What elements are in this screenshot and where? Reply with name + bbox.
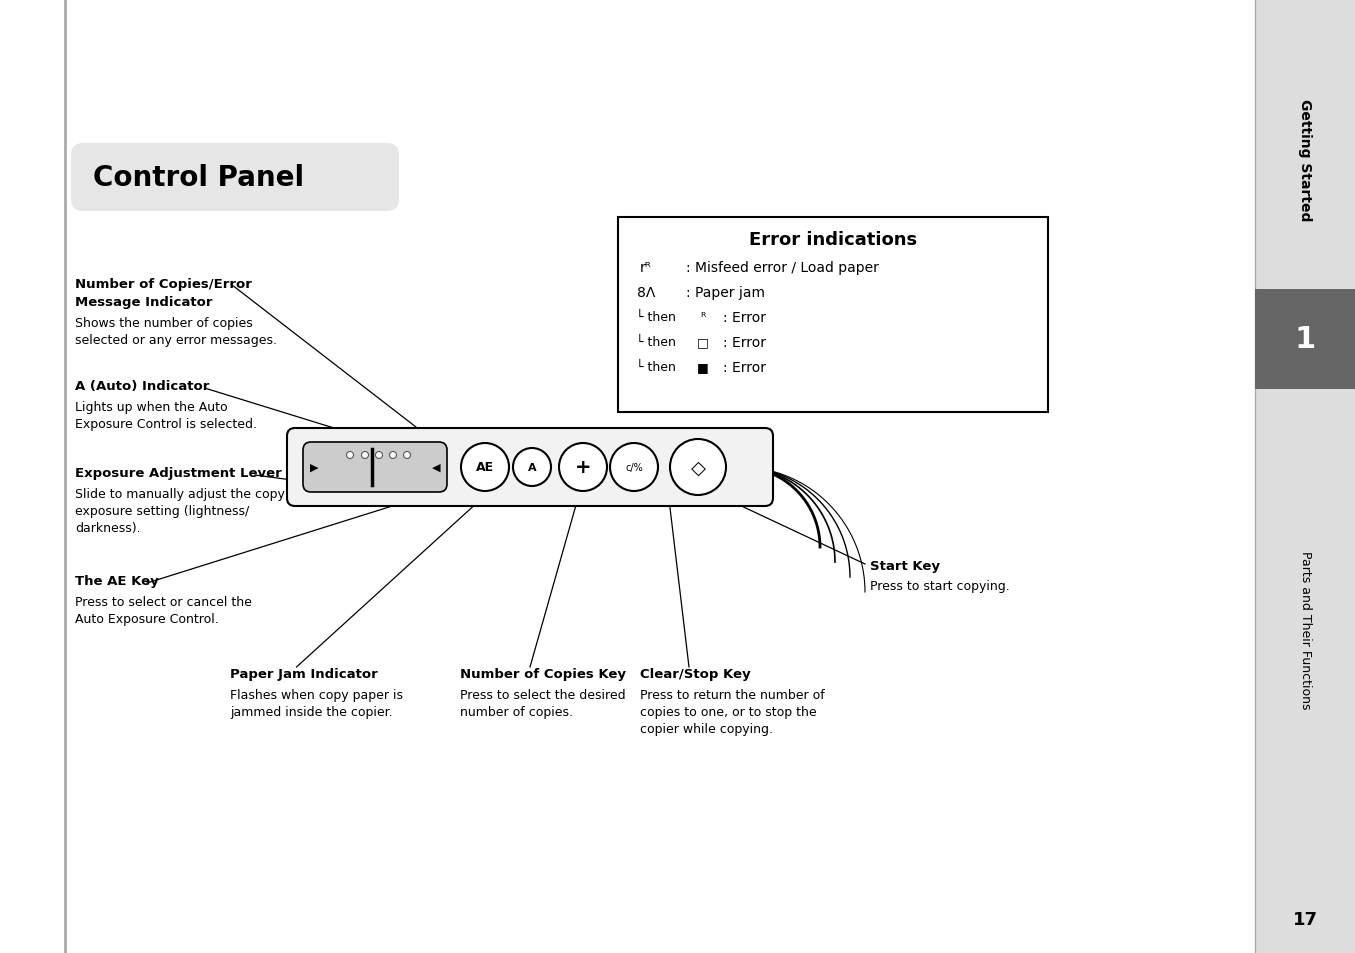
Text: Press to return the number of: Press to return the number of (640, 688, 825, 701)
Text: Clear/Stop Key: Clear/Stop Key (640, 667, 751, 680)
Text: : Error: : Error (724, 311, 766, 325)
Text: Slide to manually adjust the copy: Slide to manually adjust the copy (75, 488, 285, 500)
Text: Shows the number of copies: Shows the number of copies (75, 316, 253, 330)
Text: : Misfeed error / Load paper: : Misfeed error / Load paper (686, 261, 879, 274)
Text: rᴿ: rᴿ (640, 261, 652, 274)
Text: Start Key: Start Key (870, 559, 940, 573)
Text: Exposure Adjustment Lever: Exposure Adjustment Lever (75, 467, 282, 479)
Text: : Paper jam: : Paper jam (686, 286, 766, 299)
Text: Auto Exposure Control.: Auto Exposure Control. (75, 613, 218, 625)
Circle shape (375, 452, 382, 459)
Circle shape (389, 452, 397, 459)
FancyBboxPatch shape (70, 144, 398, 212)
FancyBboxPatch shape (304, 442, 447, 493)
Text: Message Indicator: Message Indicator (75, 295, 213, 309)
Bar (1255, 290, 1355, 390)
Circle shape (560, 443, 607, 492)
Text: 1: 1 (1294, 325, 1316, 355)
Text: ▶: ▶ (310, 462, 318, 473)
Circle shape (347, 452, 354, 459)
Bar (618, 218, 1047, 413)
Circle shape (514, 449, 551, 486)
Text: ᴿ: ᴿ (701, 312, 706, 324)
Text: ◇: ◇ (691, 458, 706, 477)
Text: Exposure Control is selected.: Exposure Control is selected. (75, 417, 257, 431)
Text: jammed inside the copier.: jammed inside the copier. (230, 705, 393, 719)
Text: A (Auto) Indicator: A (Auto) Indicator (75, 379, 210, 393)
Text: : Error: : Error (724, 360, 766, 375)
Text: Press to start copying.: Press to start copying. (870, 579, 1009, 593)
Text: Press to select or cancel the: Press to select or cancel the (75, 596, 252, 608)
Text: AE: AE (476, 461, 495, 474)
FancyBboxPatch shape (287, 429, 772, 506)
Text: └ then: └ then (635, 336, 676, 349)
Text: The AE Key: The AE Key (75, 575, 159, 587)
Bar (1255, 0, 1355, 953)
Text: Control Panel: Control Panel (93, 164, 304, 192)
Text: Paper Jam Indicator: Paper Jam Indicator (230, 667, 378, 680)
Text: : Error: : Error (724, 335, 766, 350)
Text: copier while copying.: copier while copying. (640, 722, 772, 735)
Text: Error indications: Error indications (749, 231, 917, 249)
Text: Number of Copies Key: Number of Copies Key (459, 667, 626, 680)
Text: Press to select the desired: Press to select the desired (459, 688, 626, 701)
Text: selected or any error messages.: selected or any error messages. (75, 334, 276, 347)
Circle shape (610, 443, 659, 492)
Text: └ then: └ then (635, 312, 676, 324)
Text: A: A (527, 462, 537, 473)
Text: darkness).: darkness). (75, 521, 141, 535)
Text: 8Λ: 8Λ (637, 286, 656, 299)
Circle shape (404, 452, 411, 459)
Text: Lights up when the Auto: Lights up when the Auto (75, 400, 228, 414)
Text: ■: ■ (696, 361, 709, 375)
Text: Getting Started: Getting Started (1298, 99, 1312, 221)
Circle shape (362, 452, 369, 459)
Text: 17: 17 (1293, 910, 1317, 928)
Text: exposure setting (lightness/: exposure setting (lightness/ (75, 504, 249, 517)
Text: Flashes when copy paper is: Flashes when copy paper is (230, 688, 402, 701)
Text: copies to one, or to stop the: copies to one, or to stop the (640, 705, 817, 719)
Circle shape (461, 443, 509, 492)
Text: Number of Copies/Error: Number of Copies/Error (75, 277, 252, 291)
Text: Parts and Their Functions: Parts and Their Functions (1298, 550, 1312, 708)
Text: ◀: ◀ (431, 462, 440, 473)
Text: └ then: └ then (635, 361, 676, 375)
Text: number of copies.: number of copies. (459, 705, 573, 719)
Circle shape (669, 439, 726, 496)
Text: +: + (575, 458, 591, 477)
Text: □: □ (696, 336, 709, 349)
Text: c/%: c/% (625, 462, 642, 473)
